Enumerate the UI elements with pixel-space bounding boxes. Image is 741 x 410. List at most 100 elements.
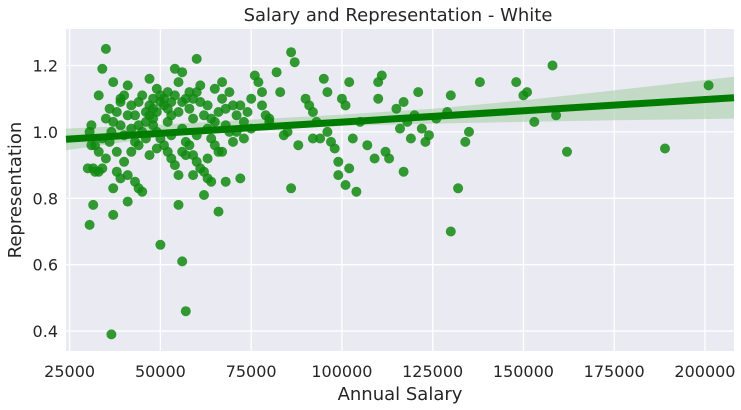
- data-point: [100, 153, 111, 164]
- data-point: [445, 90, 456, 101]
- y-tick-label: 0.4: [33, 322, 58, 341]
- data-point: [398, 97, 409, 107]
- data-point: [384, 153, 395, 164]
- data-point: [307, 107, 318, 117]
- plot-area: [66, 29, 734, 351]
- data-point: [474, 77, 485, 88]
- data-point: [137, 90, 148, 101]
- y-axis-ticks: 0.4 0.6 0.8 1.0 1.2: [33, 57, 58, 342]
- regression-line: [65, 94, 735, 143]
- data-point: [199, 190, 209, 200]
- data-point: [333, 170, 344, 181]
- data-point: [169, 160, 180, 171]
- data-point: [344, 77, 355, 88]
- data-point: [217, 77, 228, 88]
- data-point: [318, 73, 329, 84]
- data-point: [453, 183, 464, 194]
- chart-title: Salary and Representation - White: [244, 5, 553, 26]
- data-point: [100, 113, 111, 124]
- y-axis-label: Representation: [5, 122, 26, 259]
- data-point: [289, 57, 300, 68]
- data-point: [547, 60, 558, 71]
- data-point: [231, 110, 242, 121]
- data-point: [93, 90, 104, 101]
- data-point: [137, 186, 148, 197]
- data-point: [511, 77, 522, 88]
- data-point: [173, 77, 184, 88]
- data-point: [108, 77, 119, 88]
- data-point: [445, 226, 456, 237]
- data-point: [703, 80, 714, 91]
- data-point: [180, 150, 191, 161]
- data-point: [235, 173, 246, 184]
- data-point: [398, 166, 409, 177]
- data-point: [144, 150, 155, 161]
- data-point: [126, 146, 137, 157]
- data-point: [391, 103, 402, 114]
- data-point: [209, 83, 220, 94]
- data-point: [217, 93, 228, 104]
- data-point: [551, 110, 562, 121]
- data-point: [180, 306, 191, 317]
- x-tick-label: 75000: [226, 362, 277, 381]
- data-point: [97, 63, 108, 74]
- data-point: [333, 156, 344, 167]
- data-point: [264, 113, 275, 124]
- data-point: [213, 206, 224, 217]
- data-point: [184, 103, 195, 114]
- data-point: [173, 107, 184, 117]
- data-point: [257, 87, 267, 98]
- data-point: [253, 77, 264, 88]
- data-point: [464, 126, 474, 137]
- data-point: [329, 143, 340, 154]
- data-point: [177, 256, 188, 267]
- data-point: [286, 47, 297, 58]
- x-axis-ticks: 25000 50000 75000 100000 125000 150000 175000 2…: [44, 362, 735, 381]
- data-point: [228, 136, 238, 147]
- data-point: [202, 100, 213, 111]
- regression-line-path: [65, 94, 735, 143]
- data-point: [115, 93, 126, 104]
- data-point: [235, 100, 246, 111]
- data-point: [460, 136, 471, 147]
- x-axis-label: Annual Salary: [338, 384, 463, 405]
- data-point: [130, 110, 140, 121]
- data-point: [369, 153, 380, 164]
- data-point: [405, 133, 416, 144]
- data-point: [122, 170, 133, 181]
- data-point: [126, 123, 137, 134]
- data-point: [322, 87, 333, 98]
- data-point: [395, 123, 405, 134]
- data-point: [286, 183, 297, 194]
- data-point: [106, 329, 117, 340]
- data-point: [217, 146, 228, 157]
- data-point: [282, 126, 293, 137]
- data-point: [206, 113, 217, 124]
- y-tick-label: 0.8: [33, 189, 58, 208]
- x-tick-label: 50000: [135, 362, 186, 381]
- data-point: [373, 77, 384, 88]
- data-point: [188, 93, 199, 104]
- data-point: [191, 53, 202, 64]
- x-tick-label: 100000: [311, 362, 372, 381]
- data-point: [104, 103, 115, 114]
- data-point: [122, 196, 133, 207]
- data-point: [169, 90, 180, 101]
- data-point: [177, 67, 188, 78]
- data-point: [108, 183, 119, 194]
- data-point: [315, 133, 326, 144]
- x-tick-label: 150000: [493, 362, 554, 381]
- data-point: [373, 93, 384, 104]
- scatter-points: [82, 43, 714, 340]
- x-tick-label: 125000: [402, 362, 463, 381]
- data-point: [271, 67, 282, 78]
- data-point: [188, 170, 199, 181]
- data-point: [362, 140, 373, 151]
- data-point: [173, 170, 184, 181]
- data-point: [340, 100, 351, 111]
- y-tick-label: 1.0: [33, 123, 58, 142]
- data-point: [97, 163, 108, 174]
- data-point: [257, 100, 267, 111]
- data-point: [416, 123, 427, 134]
